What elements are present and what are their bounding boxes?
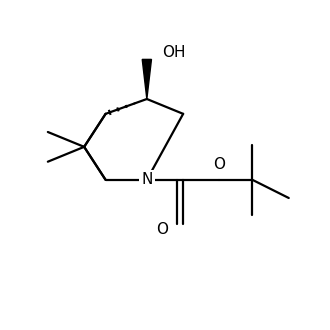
Text: OH: OH [162, 45, 185, 60]
Text: N: N [141, 172, 152, 187]
Text: O: O [214, 157, 225, 172]
Text: O: O [156, 222, 168, 237]
Polygon shape [142, 59, 151, 99]
